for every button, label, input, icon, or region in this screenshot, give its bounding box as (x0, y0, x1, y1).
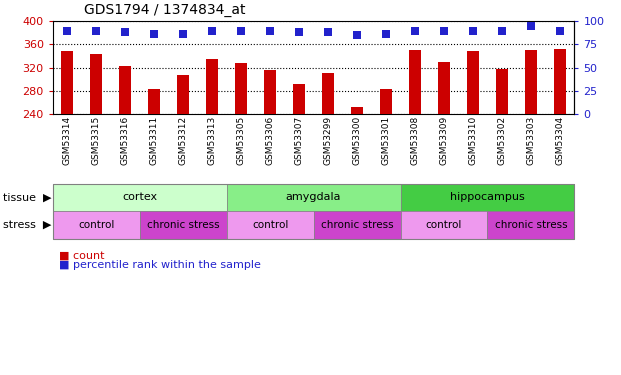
Point (265, 28, 275, 34)
Bar (467, 51, 479, 114)
Bar (235, 63, 247, 114)
Text: GDS1794 / 1374834_at: GDS1794 / 1374834_at (84, 3, 245, 17)
Text: cortex: cortex (122, 192, 157, 202)
Point (120, 29, 130, 35)
Bar (380, 88, 392, 114)
Text: tissue  ▶: tissue ▶ (3, 192, 52, 202)
Point (497, 28, 507, 34)
Text: chronic stress: chronic stress (495, 220, 567, 230)
Point (352, 32, 362, 38)
Text: ■ count: ■ count (59, 251, 104, 261)
Point (207, 28, 217, 34)
Bar (61, 51, 73, 114)
Text: control: control (252, 220, 288, 230)
Text: ■ percentile rank within the sample: ■ percentile rank within the sample (59, 260, 261, 270)
Point (555, 28, 565, 34)
Bar (206, 59, 218, 114)
Text: control: control (78, 220, 114, 230)
Text: chronic stress: chronic stress (321, 220, 393, 230)
Bar (322, 73, 334, 114)
Bar (438, 62, 450, 114)
Bar (148, 88, 160, 114)
Point (381, 30, 391, 36)
Text: hippocampus: hippocampus (450, 192, 525, 202)
Bar (119, 66, 131, 114)
Bar (91, 54, 102, 114)
Point (410, 28, 420, 34)
Bar (554, 49, 566, 114)
Bar (178, 75, 189, 114)
Bar (293, 84, 305, 114)
Bar (265, 70, 276, 114)
Bar (525, 50, 537, 114)
Point (468, 28, 478, 34)
Point (439, 28, 449, 34)
Point (323, 29, 333, 35)
Bar (409, 50, 421, 114)
Bar (351, 107, 363, 114)
Point (178, 30, 188, 36)
Point (91, 28, 101, 34)
Point (149, 31, 159, 37)
Point (294, 29, 304, 35)
Text: stress  ▶: stress ▶ (3, 220, 52, 230)
Bar (496, 69, 508, 114)
Text: chronic stress: chronic stress (147, 220, 219, 230)
Point (526, 24, 536, 30)
Text: amygdala: amygdala (286, 192, 342, 202)
Point (62, 28, 72, 34)
Text: control: control (426, 220, 462, 230)
Point (236, 28, 246, 34)
